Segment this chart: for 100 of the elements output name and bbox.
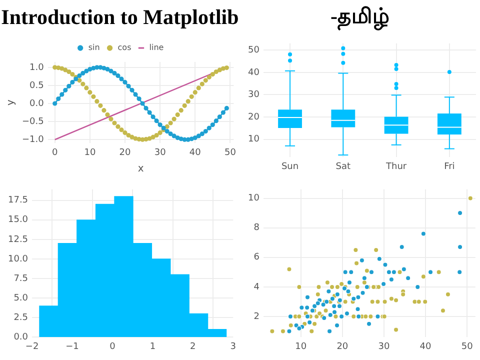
point	[66, 84, 72, 88]
x-tick-label: 40	[189, 148, 202, 158]
x-tick-label: 50	[461, 342, 474, 352]
point	[112, 120, 117, 126]
point	[210, 122, 215, 128]
x-tick-label: 3	[230, 342, 236, 352]
y-tick-label: −1.0	[22, 134, 44, 145]
point	[178, 108, 184, 113]
point	[192, 135, 198, 140]
point	[88, 90, 92, 95]
point	[334, 322, 340, 328]
point	[56, 96, 61, 102]
point	[150, 134, 156, 140]
point	[122, 80, 128, 85]
point	[299, 305, 304, 310]
y-tick-label: 12.5	[8, 234, 28, 245]
point	[296, 326, 302, 331]
point	[356, 294, 361, 300]
point	[200, 132, 204, 136]
point	[224, 65, 229, 70]
point	[105, 112, 110, 117]
point	[359, 258, 365, 263]
point	[334, 292, 340, 297]
y-tick-label: 30	[248, 90, 260, 100]
point	[122, 130, 128, 136]
point	[196, 134, 201, 138]
x-tick-label: 10	[84, 148, 96, 158]
point	[102, 108, 106, 113]
x-tick-label: −2	[25, 342, 39, 352]
point	[116, 124, 120, 129]
point	[126, 84, 131, 88]
x-tick-label: 2	[190, 342, 196, 352]
point	[366, 321, 372, 326]
y-tick-label: 8	[254, 223, 260, 234]
x-tick-label: 20	[336, 342, 348, 352]
point	[182, 103, 187, 108]
x-tick-label: 20	[119, 148, 131, 158]
point	[368, 270, 374, 275]
point	[136, 96, 142, 102]
y-tick-label: 15.0	[8, 215, 28, 226]
y-tick-label: 1.0	[30, 62, 44, 73]
point	[133, 92, 138, 97]
y-axis-title: y	[6, 100, 17, 106]
y-tick-label: 0.0	[30, 98, 44, 109]
point	[192, 90, 198, 95]
y-tick-label: 0.5	[30, 80, 44, 91]
point	[154, 132, 159, 138]
point	[401, 266, 407, 272]
point	[210, 72, 215, 77]
y-tick-label: 7.5	[14, 274, 28, 284]
x-tick-label: 30	[378, 342, 390, 352]
point	[52, 101, 58, 106]
point	[348, 270, 354, 275]
point	[382, 262, 388, 268]
legend-label: line	[149, 43, 164, 52]
x-tick-label: 30	[154, 148, 166, 158]
point	[186, 99, 190, 104]
point	[214, 69, 218, 74]
x-tick-label: 0	[110, 342, 116, 352]
point	[206, 126, 212, 130]
point	[320, 302, 326, 308]
y-tick-label: 50	[248, 45, 260, 56]
point	[214, 118, 218, 124]
point	[332, 304, 337, 309]
point	[63, 68, 68, 72]
point	[172, 116, 176, 122]
point	[130, 88, 134, 92]
point	[80, 70, 86, 76]
point	[326, 288, 332, 294]
point	[80, 82, 86, 86]
point	[338, 314, 344, 320]
point	[66, 69, 72, 74]
point	[457, 270, 462, 275]
point	[391, 270, 397, 275]
point	[77, 73, 82, 78]
point	[112, 70, 117, 76]
y-tick-label: 10	[248, 194, 260, 204]
x-tick-label: −1	[66, 342, 79, 352]
point	[130, 134, 134, 140]
point	[91, 94, 96, 99]
point	[304, 305, 310, 310]
point	[98, 103, 103, 108]
x-tick-label: Thur	[384, 162, 407, 172]
point	[119, 128, 124, 132]
chart-title: Introduction to Matplotlib	[0, 4, 240, 30]
point	[144, 106, 148, 110]
point	[105, 66, 110, 72]
point	[304, 294, 310, 300]
point	[376, 256, 382, 262]
point	[336, 304, 342, 309]
point	[351, 296, 356, 302]
point	[203, 78, 208, 83]
y-tick-label: 17.5	[8, 196, 28, 206]
y-tick-label: 10.0	[8, 254, 28, 264]
x-tick-label: Sat	[336, 162, 352, 172]
y-tick-label: 20	[248, 112, 260, 122]
point	[108, 116, 114, 122]
chart-title: -தமிழ்	[330, 2, 390, 32]
point	[386, 270, 392, 275]
point	[405, 275, 411, 281]
